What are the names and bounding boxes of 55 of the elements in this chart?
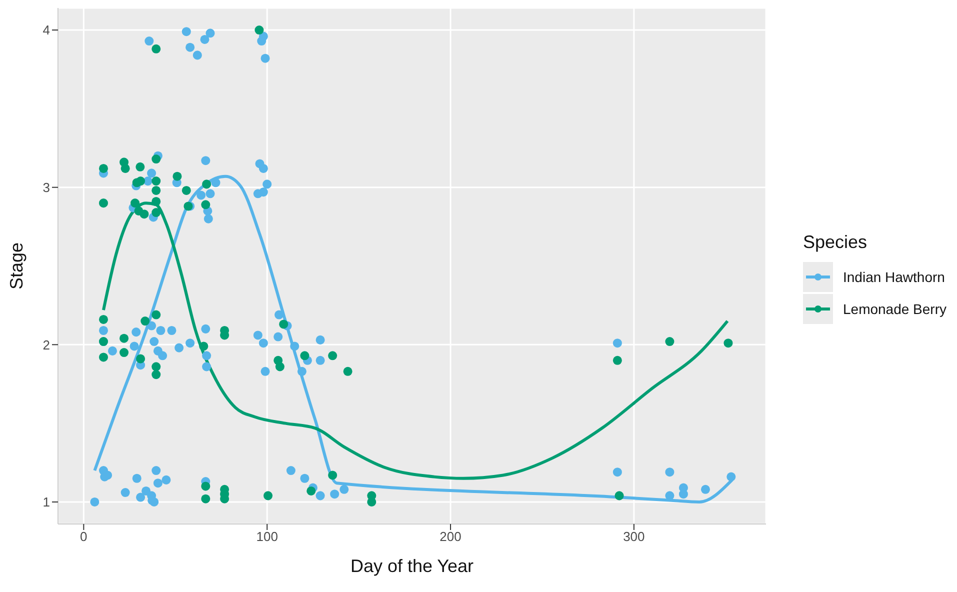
point (254, 26, 264, 35)
point (140, 210, 149, 219)
legend-title: Species (803, 232, 868, 253)
point (152, 186, 161, 195)
point (136, 176, 146, 186)
y-tick-label: 1 (42, 494, 50, 510)
point (152, 176, 161, 186)
point (182, 186, 191, 195)
point (264, 491, 273, 500)
point (140, 316, 150, 326)
point (279, 320, 288, 329)
point (120, 348, 129, 358)
point (300, 351, 310, 360)
y-tick-label: 3 (42, 180, 50, 195)
legend-label: Lemonade Berry (843, 301, 947, 317)
point (275, 362, 284, 372)
point (98, 164, 108, 173)
point (202, 180, 212, 189)
point (152, 362, 161, 372)
legend-label: Indian Hawthorn (843, 269, 945, 285)
point (136, 354, 146, 364)
y-axis-title: Stage (6, 242, 26, 290)
point (152, 196, 161, 206)
point (120, 164, 130, 173)
x-tick-label: 200 (440, 529, 462, 544)
point (172, 172, 182, 181)
point (201, 200, 210, 210)
x-axis-title: Day of the Year (350, 556, 474, 576)
y-tick-label: 4 (42, 22, 50, 38)
point (152, 370, 161, 380)
point (201, 494, 210, 504)
point (152, 208, 161, 218)
x-tick-label: 300 (623, 529, 645, 544)
point (152, 44, 161, 54)
point (201, 482, 210, 491)
point (152, 154, 161, 164)
point (665, 337, 674, 346)
point (612, 356, 622, 365)
point (98, 352, 108, 362)
point (98, 314, 108, 324)
x-tick-label: 100 (256, 529, 278, 544)
point (152, 310, 161, 320)
point (120, 334, 129, 343)
point (306, 486, 316, 496)
point (130, 198, 140, 208)
point (614, 491, 624, 500)
point (98, 198, 108, 208)
point (328, 470, 338, 480)
point (724, 338, 733, 348)
point (136, 162, 145, 172)
y-tick-label: 2 (42, 337, 50, 352)
x-tick-label: 0 (80, 529, 88, 544)
point (199, 342, 208, 351)
point (328, 351, 338, 360)
point (343, 366, 352, 376)
